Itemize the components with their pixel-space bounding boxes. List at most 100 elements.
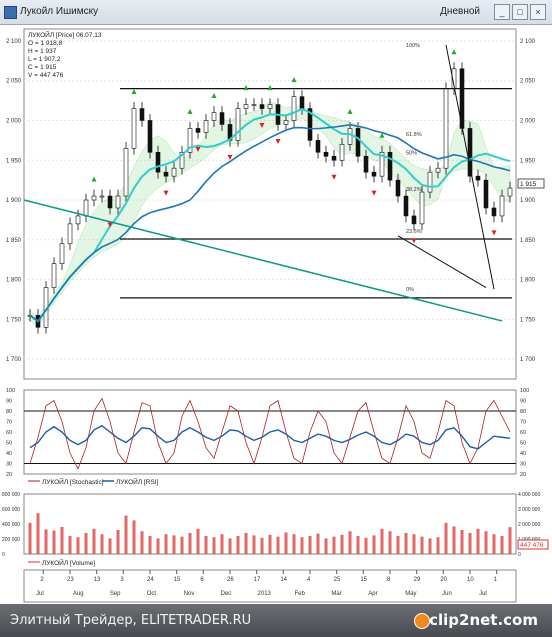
volume-bar: [156, 538, 160, 554]
volume-bar: [332, 536, 336, 554]
month-label: Mar: [331, 591, 341, 597]
month-label: Jun: [442, 591, 452, 597]
volume-bar: [180, 536, 184, 554]
volume-bar: [132, 520, 136, 554]
date-tick-label: 3: [120, 577, 124, 583]
candle-body: [483, 179, 489, 209]
candle-body: [291, 96, 297, 121]
candle-body: [259, 104, 265, 109]
volume-bar: [204, 536, 208, 554]
volume-bar: [196, 528, 200, 554]
candle-body: [339, 144, 345, 161]
osc-tick-left: 50: [6, 441, 12, 447]
volume-bar: [172, 535, 176, 554]
footer-logo[interactable]: clip2net.com: [429, 611, 538, 629]
date-tick-label: 17: [254, 577, 261, 583]
candle-body: [195, 128, 201, 133]
candle-body: [507, 187, 513, 197]
fib-level-label: 50%: [406, 150, 417, 156]
down-fractal-marker: [371, 190, 377, 196]
month-label: Jul: [36, 591, 44, 597]
legend-stochastic: ЛУКОЙЛ [Stochastic]: [42, 477, 104, 486]
rsi-line: [29, 424, 511, 450]
wedge-line: [397, 235, 487, 288]
price-tick-right: 1 850: [520, 238, 536, 244]
volume-tick-left: 0: [2, 552, 5, 558]
volume-bar: [84, 533, 88, 554]
candle-body: [91, 195, 97, 201]
date-tick-label: 6: [200, 577, 204, 583]
candle-body: [395, 179, 401, 197]
volume-bar: [500, 536, 504, 554]
candle-body: [307, 108, 313, 141]
candle-body: [211, 112, 217, 121]
volume-bar: [340, 534, 344, 554]
candle-body: [491, 207, 497, 217]
close-button[interactable]: ×: [530, 4, 546, 20]
osc-tick-left: 60: [6, 430, 12, 436]
candle-body: [323, 151, 329, 157]
candle-body: [243, 104, 249, 109]
date-tick-label: 10: [467, 577, 474, 583]
last-price-badge: [517, 178, 545, 189]
price-tick-right: 1 900: [520, 198, 536, 204]
volume-bar: [300, 537, 304, 554]
period-label[interactable]: Дневной: [440, 6, 480, 17]
minimize-button[interactable]: _: [494, 4, 510, 20]
down-fractal-marker: [275, 138, 281, 144]
osc-tick-left: 100: [6, 388, 15, 394]
month-label: Dec: [221, 591, 232, 597]
date-axis: [23, 569, 517, 603]
volume-bar: [260, 537, 264, 554]
volume-bar: [284, 532, 288, 554]
candle-body: [467, 128, 473, 177]
info-box: ЛУКОЙЛ [Price] 06.07.13 O = 1 918,8 H = …: [28, 30, 102, 79]
volume-bar: [52, 530, 56, 554]
price-tick-left: 1 850: [6, 238, 22, 244]
osc-tick-right: 70: [520, 420, 526, 426]
price-tick-left: 1 700: [6, 357, 22, 363]
volume-bar: [244, 533, 248, 554]
up-fractal-marker: [211, 93, 217, 99]
down-fractal-marker: [107, 222, 113, 228]
volume-bar: [124, 515, 128, 554]
osc-tick-right: 30: [520, 462, 526, 468]
up-fractal-marker: [91, 176, 97, 182]
month-label: Jul: [479, 591, 487, 597]
volume-bar: [372, 535, 376, 554]
date-tick-label: 15: [174, 577, 181, 583]
volume-tick-left: 600 000: [2, 507, 20, 513]
volume-bar: [252, 535, 256, 554]
maximize-button[interactable]: □: [512, 4, 528, 20]
month-label: Sep: [110, 591, 121, 597]
candle-body: [419, 191, 425, 225]
volume-bar: [220, 534, 224, 554]
candle-body: [139, 108, 145, 121]
price-tick-right: 1 700: [520, 357, 536, 363]
month-label: Nov: [184, 591, 195, 597]
legend-rsi: ЛУКОЙЛ [RSI]: [116, 477, 159, 486]
candle-body: [427, 171, 433, 193]
price-tick-left: 1 800: [6, 278, 22, 284]
price-tick-right: 2 100: [520, 39, 536, 45]
volume-bar: [292, 534, 296, 554]
price-tick-right: 2 050: [520, 79, 536, 85]
up-fractal-marker: [291, 77, 297, 83]
osc-tick-right: 100: [520, 388, 529, 394]
osc-tick-right: 60: [520, 430, 526, 436]
volume-bar: [276, 536, 280, 554]
app-icon: [4, 6, 17, 19]
window-title: Лукойл Ишимску: [20, 6, 99, 17]
osc-tick-left: 20: [6, 472, 12, 478]
volume-bar: [236, 536, 240, 554]
osc-tick-right: 80: [520, 409, 526, 415]
candle-body: [83, 199, 89, 217]
price-tick-left: 1 900: [6, 198, 22, 204]
price-tick-left: 2 050: [6, 79, 22, 85]
up-fractal-marker: [379, 132, 385, 138]
volume-bar: [444, 522, 448, 554]
volume-bar: [164, 534, 168, 554]
date-tick-label: 29: [414, 577, 421, 583]
